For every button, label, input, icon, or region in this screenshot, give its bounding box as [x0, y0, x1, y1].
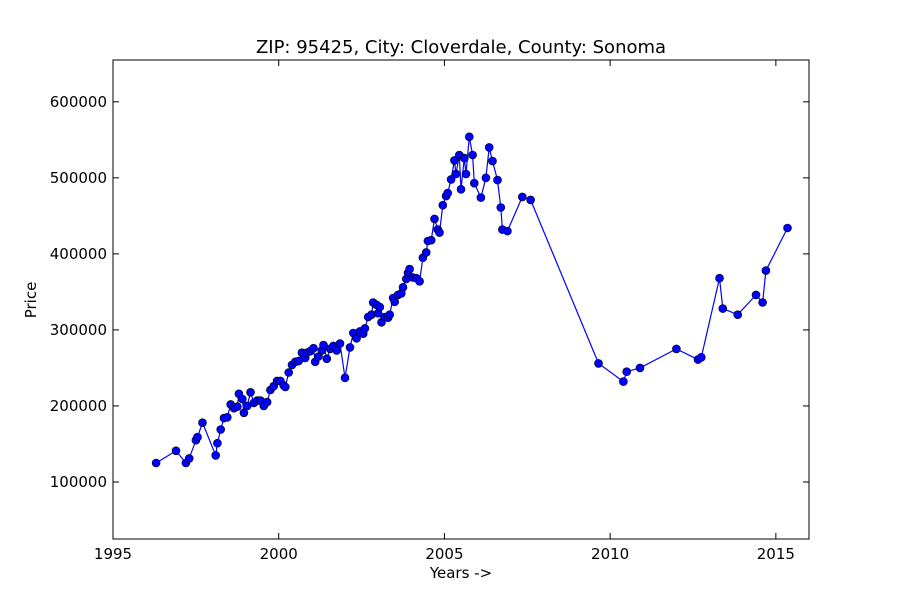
- data-point: [496, 203, 506, 212]
- data-point: [233, 402, 242, 412]
- data-point: [223, 412, 232, 422]
- data-point: [184, 454, 194, 463]
- data-point: [715, 273, 724, 283]
- data-point: [390, 297, 400, 307]
- data-point: [696, 352, 706, 362]
- data-point: [751, 290, 761, 300]
- y-tick-label: 200000: [50, 397, 107, 415]
- data-point: [319, 340, 328, 350]
- data-point: [385, 310, 395, 320]
- data-point: [398, 282, 408, 292]
- x-tick-label: 2015: [757, 545, 795, 563]
- data-point: [451, 169, 461, 179]
- data-point: [761, 266, 771, 275]
- data-point: [461, 169, 471, 179]
- data-point: [446, 175, 456, 184]
- data-point: [619, 377, 628, 386]
- data-point: [151, 458, 161, 468]
- data-point: [476, 193, 486, 202]
- data-point: [672, 344, 681, 354]
- data-point: [459, 153, 469, 163]
- chart-title: ZIP: 95425, City: Cloverdale, County: So…: [256, 37, 666, 58]
- y-axis-label: Price: [22, 282, 40, 319]
- y-axis-ticks: 100000 200000 300000 400000 500000 600000: [50, 93, 809, 491]
- data-point: [284, 368, 294, 377]
- y-tick-label: 300000: [50, 321, 107, 339]
- data-point: [464, 132, 474, 142]
- data-point: [309, 343, 318, 353]
- data-point: [332, 346, 342, 355]
- data-point: [469, 178, 479, 188]
- data-point: [340, 373, 350, 383]
- data-point: [262, 397, 272, 407]
- data-point: [426, 235, 436, 245]
- data-point: [421, 248, 431, 257]
- data-point: [468, 150, 477, 160]
- data-point: [246, 387, 255, 397]
- x-tick-label: 2005: [425, 545, 463, 563]
- x-axis-ticks: 1995 2000 2005 2010 2015: [94, 60, 795, 563]
- x-tick-label: 1995: [94, 545, 132, 563]
- data-point: [322, 354, 332, 364]
- x-axis-label: Years ->: [429, 564, 492, 582]
- x-tick-label: 2000: [260, 545, 298, 563]
- data-point: [415, 276, 424, 286]
- data-point: [783, 223, 792, 233]
- data-point: [171, 446, 181, 456]
- data-point: [484, 143, 494, 152]
- data-point: [517, 192, 527, 202]
- data-point: [488, 156, 497, 166]
- data-point: [450, 156, 459, 165]
- data-point: [493, 175, 502, 185]
- data-point: [238, 394, 247, 404]
- data-point: [280, 382, 290, 392]
- data-point: [405, 264, 414, 274]
- y-tick-label: 600000: [50, 93, 107, 111]
- data-point: [456, 185, 466, 194]
- data-point: [360, 324, 370, 333]
- data-point: [438, 200, 448, 210]
- data-point: [345, 343, 355, 352]
- data-point: [211, 451, 220, 460]
- data-point: [430, 214, 439, 224]
- y-tick-label: 500000: [50, 169, 107, 187]
- data-point: [733, 310, 743, 320]
- data-point: [594, 359, 603, 368]
- data-point: [216, 425, 225, 434]
- data-point: [435, 228, 444, 237]
- data-point: [239, 408, 249, 418]
- y-tick-label: 100000: [50, 473, 107, 491]
- data-point: [635, 363, 645, 373]
- y-tick-label: 400000: [50, 245, 107, 263]
- data-point: [335, 339, 345, 348]
- plot-content: [151, 132, 792, 468]
- data-point: [526, 195, 535, 205]
- data-point: [481, 173, 491, 183]
- data-point: [352, 333, 361, 343]
- data-point: [213, 438, 222, 448]
- data-point: [193, 432, 202, 442]
- data-point: [622, 367, 632, 377]
- data-point: [503, 226, 512, 236]
- data-point: [443, 188, 453, 198]
- plot-frame: [112, 59, 810, 540]
- data-point: [375, 302, 385, 312]
- data-point: [758, 298, 767, 307]
- data-point: [198, 418, 207, 428]
- data-point: [718, 304, 728, 313]
- x-tick-label: 2010: [591, 545, 629, 563]
